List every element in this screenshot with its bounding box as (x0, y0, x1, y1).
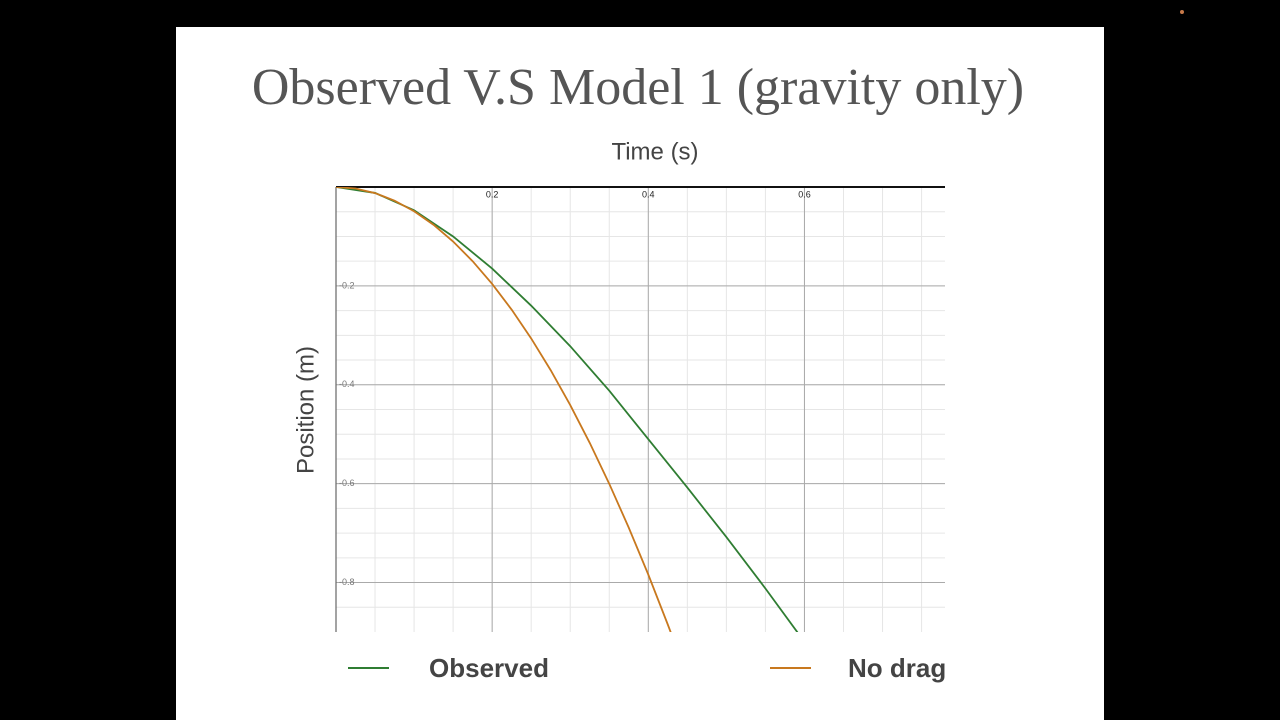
x-axis-title: Time (s) (611, 138, 698, 165)
y-tick-label: -0.2 (339, 280, 355, 290)
legend-label: No drag (848, 653, 946, 683)
x-tick-label: 0.6 (798, 189, 811, 199)
chart-title: Observed V.S Model 1 (gravity only) (252, 59, 1024, 116)
slide (176, 27, 1104, 720)
y-tick-label: -0.4 (339, 379, 355, 389)
data-line (336, 187, 672, 632)
legend-label: Observed (429, 653, 549, 683)
x-tick-label: 0.4 (642, 189, 655, 199)
x-tick-label: 0.2 (486, 189, 499, 199)
indicator-dot (1180, 10, 1184, 14)
y-axis-title: Position (m) (292, 346, 319, 474)
y-tick-label: -0.8 (339, 577, 355, 587)
y-tick-label: -0.6 (339, 478, 355, 488)
